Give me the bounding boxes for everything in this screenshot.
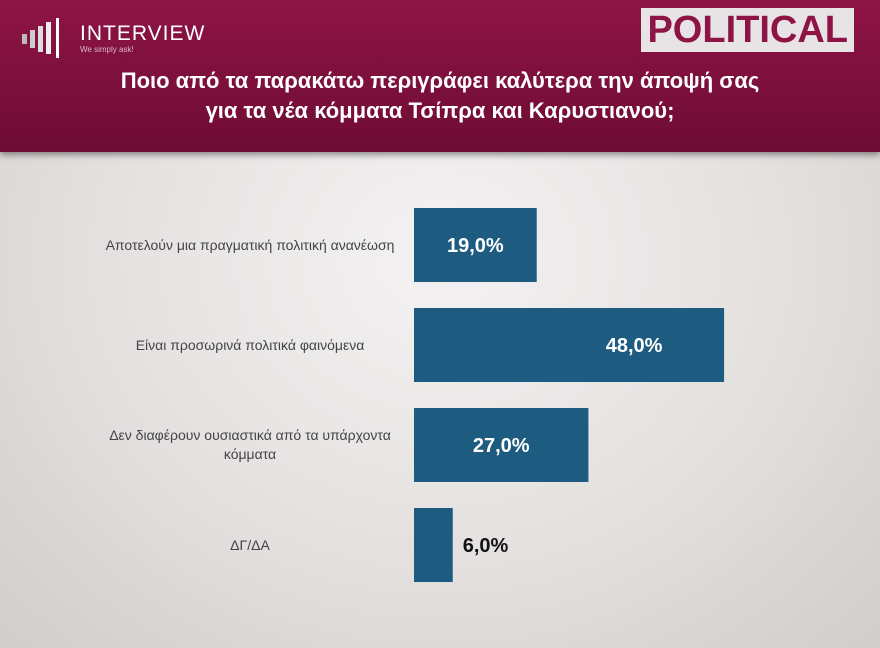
category-label: Δεν διαφέρουν ουσιαστικά από τα υπάρχοντ… <box>109 427 391 462</box>
value-label: 19,0% <box>447 235 504 257</box>
value-label: 27,0% <box>473 435 530 457</box>
bar <box>414 408 589 482</box>
header: INTERVIEW We simply ask! POLITICAL Ποιο … <box>0 0 880 152</box>
chart-title: Ποιο από τα παρακάτω περιγράφει καλύτερα… <box>120 68 760 123</box>
bar <box>414 508 453 582</box>
value-label: 48,0% <box>606 335 663 357</box>
logo: INTERVIEW <box>80 22 206 45</box>
brand: POLITICAL <box>641 8 854 52</box>
value-label: 6,0% <box>463 535 509 557</box>
tagline: We simply ask! <box>80 45 134 54</box>
bar <box>414 208 537 282</box>
category-label: Αποτελούν μια πραγματική πολιτική ανανέω… <box>105 236 395 253</box>
bar <box>414 308 725 382</box>
category-label: ΔΓ/ΔΑ <box>230 536 270 553</box>
category-label: Είναι προσωρινά πολιτικά φαινόμενα <box>135 336 365 353</box>
logo-icon <box>22 18 59 58</box>
